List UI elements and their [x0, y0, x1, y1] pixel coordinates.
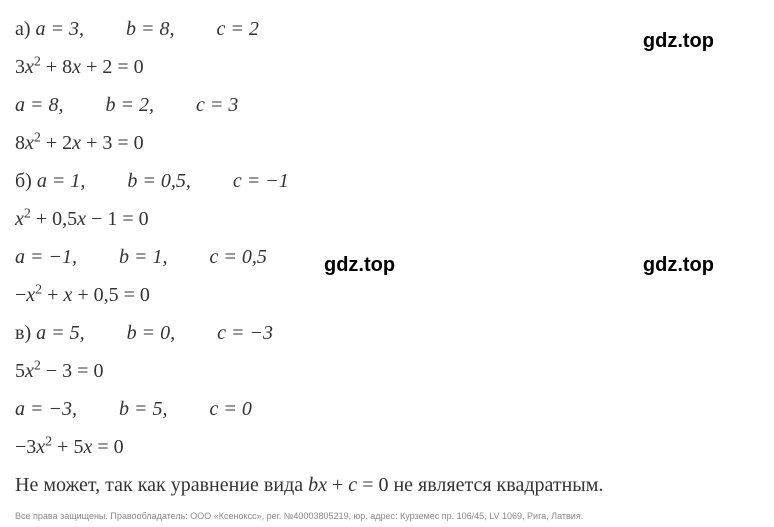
eq-a: a = 8, — [15, 94, 64, 116]
eq-a: a = −1, — [15, 246, 77, 268]
eq-a: a = −3, — [15, 398, 77, 420]
eq-c: c = 0 — [210, 398, 252, 420]
eq-b: b = 5, — [119, 398, 168, 420]
watermark: gdz.top — [643, 30, 714, 53]
line-4: 8x2 + 2x + 3 = 0 — [15, 124, 759, 162]
eq-c: c = −3 — [217, 322, 273, 344]
equation: −3x2 + 5x = 0 — [15, 436, 124, 458]
equation: −x2 + x + 0,5 = 0 — [15, 284, 150, 306]
line-11: a = −3, b = 5, c = 0 — [15, 390, 759, 428]
eq-b: b = 1, — [119, 246, 168, 268]
watermark: gdz.top — [643, 254, 714, 277]
line-6: x2 + 0,5x − 1 = 0 — [15, 200, 759, 238]
item-marker-v: в) — [15, 322, 36, 344]
eq-b: b = 0, — [127, 322, 176, 344]
eq-a: a = 5, — [36, 322, 85, 344]
equation: 3x2 + 8x + 2 = 0 — [15, 56, 144, 78]
conclusion-text: Не может, так как уравнение вида bx + c … — [15, 474, 603, 496]
line-3: a = 8, b = 2, c = 3 — [15, 86, 759, 124]
eq-c: c = 2 — [217, 18, 259, 40]
eq-c: c = 3 — [196, 94, 238, 116]
item-marker-a: а) — [15, 18, 36, 40]
equation: x2 + 0,5x − 1 = 0 — [15, 208, 149, 230]
eq-c: c = 0,5 — [210, 246, 267, 268]
line-12: −3x2 + 5x = 0 — [15, 428, 759, 466]
line-9: в) a = 5, b = 0, c = −3 — [15, 314, 759, 352]
item-marker-b: б) — [15, 170, 37, 192]
eq-a: a = 3, — [36, 18, 85, 40]
eq-b: b = 2, — [106, 94, 155, 116]
eq-c: c = −1 — [233, 170, 289, 192]
line-13: Не может, так как уравнение вида bx + c … — [15, 466, 759, 504]
watermark: gdz.top — [324, 254, 395, 277]
equation: 5x2 − 3 = 0 — [15, 360, 103, 382]
equation: 8x2 + 2x + 3 = 0 — [15, 132, 144, 154]
line-10: 5x2 − 3 = 0 — [15, 352, 759, 390]
line-2: 3x2 + 8x + 2 = 0 — [15, 48, 759, 86]
line-5: б) a = 1, b = 0,5, c = −1 — [15, 162, 759, 200]
line-8: −x2 + x + 0,5 = 0 — [15, 276, 759, 314]
eq-b: b = 8, — [126, 18, 175, 40]
eq-b: b = 0,5, — [127, 170, 191, 192]
copyright-footer: Все права защищены. Правообладатель: ООО… — [15, 511, 759, 521]
eq-a: a = 1, — [37, 170, 86, 192]
